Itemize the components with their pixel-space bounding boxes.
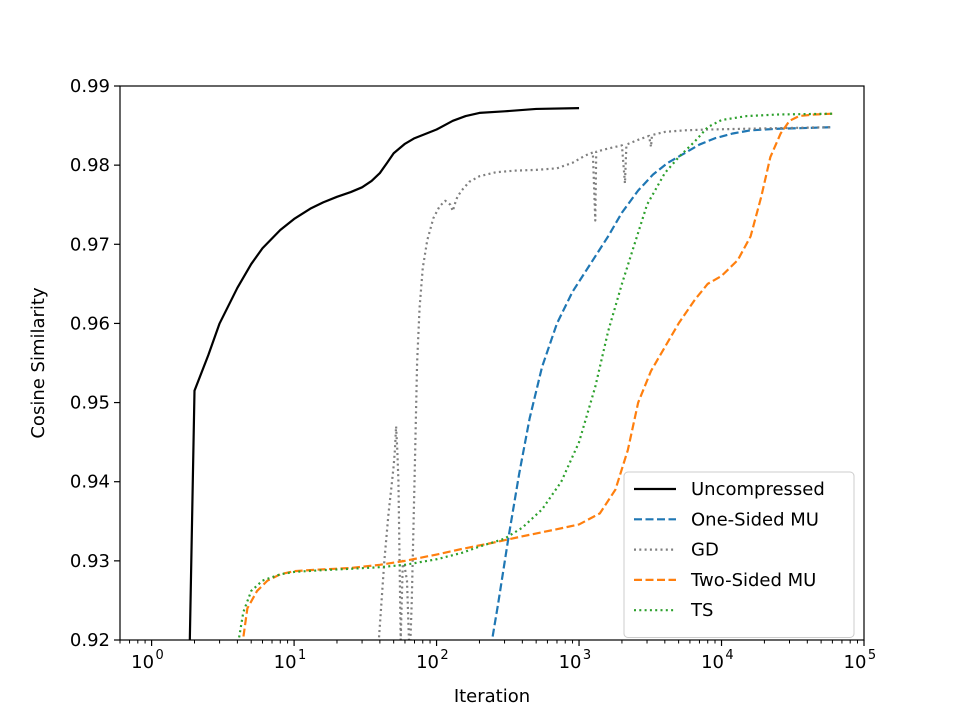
x-tick-exponent: 2 <box>440 648 448 663</box>
series-line-one-sided-mu <box>490 126 833 640</box>
y-tick-label: 0.95 <box>70 393 110 414</box>
y-tick-label: 0.94 <box>70 472 110 493</box>
plot-lines <box>188 107 833 640</box>
x-tick-exponent: 1 <box>298 648 306 663</box>
y-tick-label: 0.92 <box>70 630 110 651</box>
x-tick-label: 10 <box>559 652 582 673</box>
legend-entry: GD <box>691 540 719 561</box>
x-tick-exponent: 5 <box>868 648 876 663</box>
x-tick-label: 10 <box>274 652 297 673</box>
y-tick-label: 0.93 <box>70 551 110 572</box>
legend: Uncompressed One-Sided MU GD Two-Sided MU TS <box>623 471 855 638</box>
axes-frame <box>119 85 865 641</box>
legend-entry: Uncompressed <box>691 479 825 500</box>
y-tick-label: 0.98 <box>70 155 110 176</box>
legend-box <box>623 471 855 638</box>
legend-entry: Two-Sided MU <box>690 570 816 591</box>
legend-entry: One-Sided MU <box>691 509 819 530</box>
y-tick-label: 0.96 <box>70 313 110 334</box>
x-axis: 10 0 10 1 10 2 10 3 10 4 10 5 <box>119 640 876 673</box>
x-tick-label: 10 <box>844 652 867 673</box>
series-line-uncompressed <box>188 107 580 640</box>
y-tick-label: 0.97 <box>70 234 110 255</box>
x-tick-label: 10 <box>701 652 724 673</box>
x-axis-label: Iteration <box>454 686 530 707</box>
y-tick-label: 0.99 <box>70 76 110 97</box>
y-axis-label: Cosine Similarity <box>28 287 49 439</box>
x-tick-exponent: 0 <box>155 648 163 663</box>
y-axis: 0.92 0.93 0.94 0.95 0.96 0.97 0.98 0.99 <box>70 76 120 651</box>
x-tick-label: 10 <box>131 652 154 673</box>
x-tick-exponent: 3 <box>583 648 591 663</box>
series-line-ts <box>237 112 833 640</box>
legend-entry: TS <box>690 600 713 621</box>
x-tick-exponent: 4 <box>725 648 733 663</box>
x-tick-label: 10 <box>416 652 439 673</box>
